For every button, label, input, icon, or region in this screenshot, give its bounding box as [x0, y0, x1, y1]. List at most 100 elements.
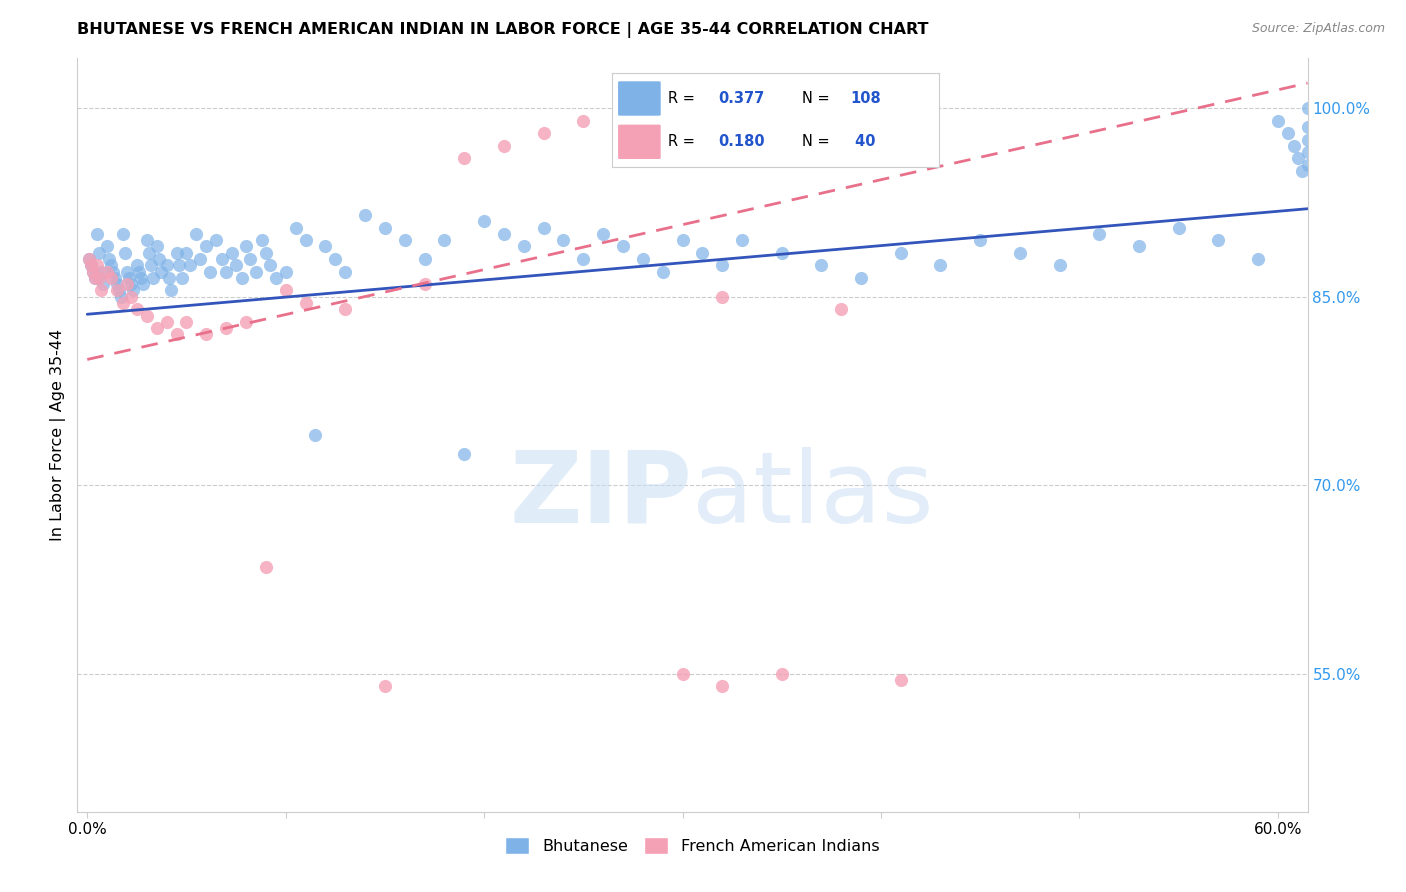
Point	[1267, 113, 1289, 128]
Point	[89, 270, 111, 285]
Point	[1247, 252, 1270, 266]
Point	[890, 673, 912, 687]
Point	[810, 258, 832, 272]
Point	[80, 258, 103, 272]
Point	[215, 264, 238, 278]
Point	[492, 139, 515, 153]
Point	[166, 245, 188, 260]
Point	[1296, 158, 1319, 172]
Point	[1296, 101, 1319, 115]
Point	[135, 233, 157, 247]
Point	[115, 264, 138, 278]
Point	[138, 245, 160, 260]
Point	[135, 309, 157, 323]
Point	[90, 284, 112, 298]
Point	[671, 113, 693, 128]
Text: Source: ZipAtlas.com: Source: ZipAtlas.com	[1251, 22, 1385, 36]
Point	[612, 239, 634, 253]
Point	[254, 559, 277, 574]
Point	[304, 428, 326, 442]
Point	[179, 258, 201, 272]
Point	[186, 227, 208, 241]
Point	[90, 264, 112, 278]
Point	[274, 264, 297, 278]
Point	[335, 264, 357, 278]
Point	[533, 127, 555, 141]
Point	[1291, 164, 1313, 178]
Point	[929, 258, 952, 272]
Point	[195, 239, 218, 253]
Point	[195, 327, 218, 342]
Point	[145, 239, 167, 253]
Point	[157, 270, 180, 285]
Point	[1008, 245, 1031, 260]
Point	[294, 296, 316, 310]
Point	[84, 270, 107, 285]
Point	[91, 277, 114, 292]
Point	[235, 239, 257, 253]
Point	[167, 258, 190, 272]
Point	[89, 245, 111, 260]
Point	[335, 302, 357, 317]
Point	[105, 284, 128, 298]
Point	[156, 315, 179, 329]
Point	[592, 227, 614, 241]
Point	[77, 252, 100, 266]
Point	[156, 258, 179, 272]
Point	[533, 220, 555, 235]
Point	[176, 245, 198, 260]
Point	[413, 277, 436, 292]
Point	[770, 245, 793, 260]
Point	[122, 284, 145, 298]
Point	[77, 252, 100, 266]
Point	[1286, 152, 1309, 166]
Point	[413, 252, 436, 266]
Point	[1167, 220, 1189, 235]
Point	[1282, 139, 1305, 153]
Point	[890, 245, 912, 260]
Point	[631, 252, 654, 266]
Point	[671, 233, 693, 247]
Point	[1296, 145, 1319, 160]
Point	[553, 233, 575, 247]
Point	[105, 277, 128, 292]
Point	[314, 239, 336, 253]
Point	[284, 220, 307, 235]
Point	[472, 214, 495, 228]
Point	[239, 252, 262, 266]
Point	[132, 277, 155, 292]
Point	[149, 264, 172, 278]
Point	[969, 233, 991, 247]
Point	[82, 264, 104, 278]
Point	[250, 233, 273, 247]
Point	[205, 233, 228, 247]
Point	[354, 208, 377, 222]
Point	[129, 270, 152, 285]
Point	[188, 252, 212, 266]
Point	[110, 290, 132, 304]
Point	[830, 302, 852, 317]
Point	[1206, 233, 1229, 247]
Point	[1296, 120, 1319, 134]
Point	[245, 264, 267, 278]
Point	[100, 258, 122, 272]
Point	[1296, 133, 1319, 147]
Text: BHUTANESE VS FRENCH AMERICAN INDIAN IN LABOR FORCE | AGE 35-44 CORRELATION CHART: BHUTANESE VS FRENCH AMERICAN INDIAN IN L…	[77, 22, 929, 38]
Point	[111, 296, 134, 310]
Point	[120, 277, 142, 292]
Point	[453, 152, 475, 166]
Point	[166, 327, 188, 342]
Point	[254, 245, 277, 260]
Point	[176, 315, 198, 329]
Point	[231, 270, 253, 285]
Point	[139, 258, 162, 272]
Point	[108, 284, 131, 298]
Point	[82, 264, 104, 278]
Point	[104, 270, 127, 285]
Point	[433, 233, 456, 247]
Point	[1277, 127, 1299, 141]
Point	[200, 264, 222, 278]
Point	[572, 252, 595, 266]
Point	[125, 258, 148, 272]
Point	[1049, 258, 1071, 272]
